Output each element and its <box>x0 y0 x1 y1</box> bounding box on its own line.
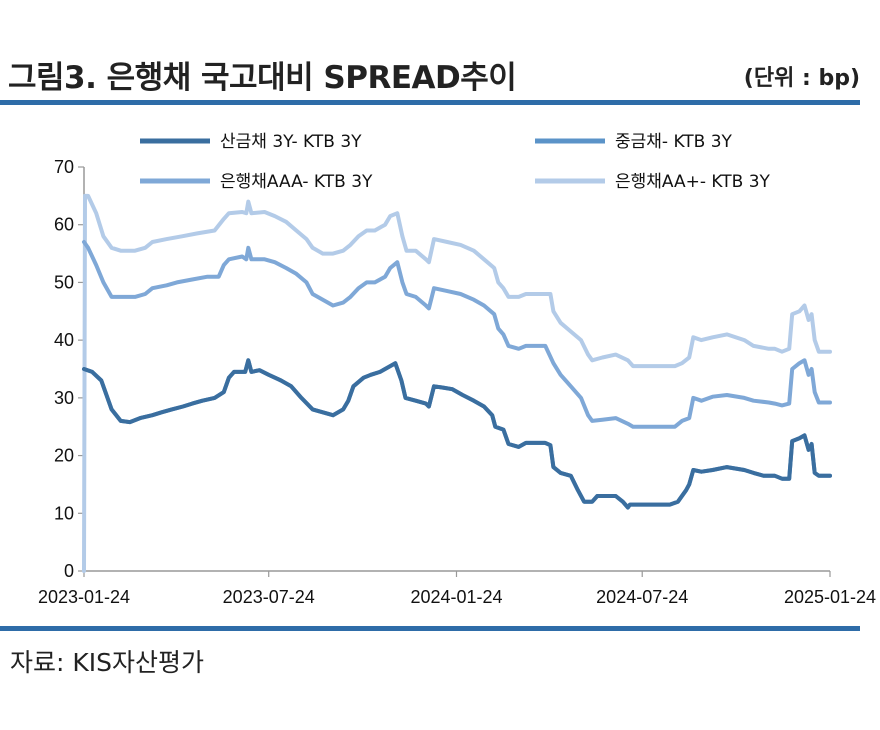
x-tick-label: 2023-01-24 <box>38 587 130 607</box>
legend-label-4: 은행채AA+- KTB 3Y <box>615 172 771 192</box>
axes: 0 10 20 30 40 50 60 70 2023-01-24 2023-07-24 2024-… <box>38 157 876 607</box>
series-line-1 <box>82 358 832 510</box>
x-tick-label: 2023-07-24 <box>223 587 315 607</box>
y-tick-label: 10 <box>54 503 74 523</box>
y-tick-label: 0 <box>64 561 74 581</box>
series-line-4 <box>82 193 832 573</box>
x-tick-label: 2024-01-24 <box>410 587 502 607</box>
bottom-rule <box>0 626 860 631</box>
source-note: 자료: KIS자산평가 <box>10 648 205 677</box>
legend: 산금채 3Y- KTB 3Y 중금채- KTB 3Y 은행채AAA- KTB 3Y 은… <box>140 132 771 192</box>
legend-label-1: 산금채 3Y- KTB 3Y <box>220 132 362 152</box>
series-line-2 <box>82 358 832 510</box>
y-tick-label: 70 <box>54 157 74 177</box>
y-tick-label: 30 <box>54 388 74 408</box>
title-row: 그림3. 은행채 국고대비 SPREAD추이 (단위 : bp) <box>8 52 868 102</box>
y-tick-label: 50 <box>54 272 74 292</box>
legend-label-2: 중금채- KTB 3Y <box>615 132 733 152</box>
y-tick-label: 20 <box>54 446 74 466</box>
y-tick-label: 40 <box>54 330 74 350</box>
legend-label-3: 은행채AAA- KTB 3Y <box>220 172 373 192</box>
y-tick-label: 60 <box>54 215 74 235</box>
series-lines <box>82 193 832 573</box>
unit-label: (단위 : bp) <box>743 66 860 91</box>
line-chart: 산금채 3Y- KTB 3Y 중금채- KTB 3Y 은행채AAA- KTB 3Y 은… <box>38 132 876 607</box>
x-tick-label: 2024-07-24 <box>596 587 688 607</box>
series-line-3 <box>82 240 832 429</box>
top-rule <box>0 100 860 105</box>
chart-title: 그림3. 은행채 국고대비 SPREAD추이 <box>8 60 517 96</box>
x-tick-label: 2025-01-24 <box>784 587 876 607</box>
